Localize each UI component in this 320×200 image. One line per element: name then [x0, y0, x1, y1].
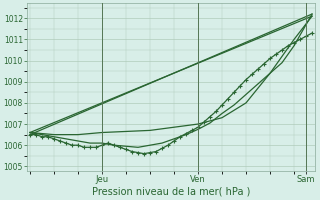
X-axis label: Pression niveau de la mer( hPa ): Pression niveau de la mer( hPa ) — [92, 187, 250, 197]
